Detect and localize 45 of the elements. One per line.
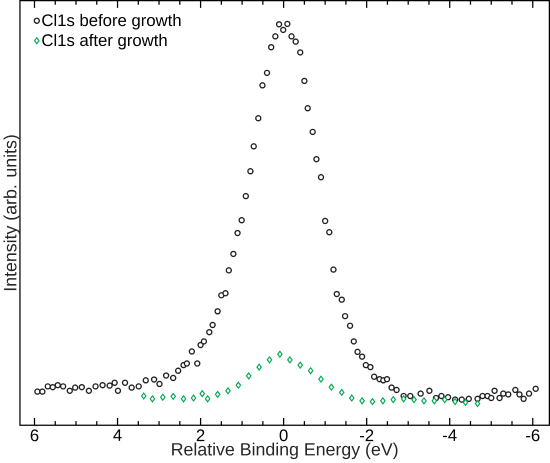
point: [421, 398, 427, 405]
point: [246, 372, 252, 380]
point: [266, 356, 272, 364]
x-tick-label: 0: [280, 430, 288, 442]
point: [150, 396, 156, 403]
x-tick-label: 4: [113, 430, 122, 442]
point: [474, 400, 480, 408]
point: [297, 362, 303, 369]
point: [204, 396, 210, 403]
point: [400, 396, 406, 403]
point: [199, 390, 206, 398]
legend-label: Cl1s before growth: [42, 14, 181, 30]
point: [348, 394, 354, 402]
point: [308, 367, 314, 374]
point: [277, 350, 283, 358]
point: [236, 382, 242, 389]
point: [180, 396, 186, 403]
point: [380, 398, 386, 405]
point: [338, 389, 345, 396]
point: [411, 396, 417, 404]
x-tick-label: -4: [443, 430, 457, 442]
point: [328, 384, 334, 391]
point: [190, 394, 196, 402]
point: [170, 393, 176, 400]
point: [432, 398, 438, 405]
point: [452, 398, 458, 406]
point: [318, 376, 324, 383]
point: [214, 391, 220, 398]
y-axis-title: Intensity (arb. units): [3, 136, 20, 290]
x-tick-label: 2: [196, 430, 204, 442]
point: [390, 396, 396, 404]
point: [256, 364, 262, 371]
point: [160, 394, 166, 401]
point: [287, 356, 293, 364]
x-tick-label: -2: [360, 430, 374, 442]
point: [462, 399, 468, 406]
point: [359, 398, 365, 405]
point: [370, 398, 376, 406]
point: [225, 387, 231, 394]
x-tick-label: -6: [526, 430, 540, 442]
point: [442, 396, 448, 404]
x-tick-label: 6: [30, 430, 38, 442]
point: [140, 392, 146, 400]
legend-label: Cl1s after growth: [42, 34, 167, 50]
x-axis-title: Relative Binding Energy (eV): [172, 442, 398, 460]
